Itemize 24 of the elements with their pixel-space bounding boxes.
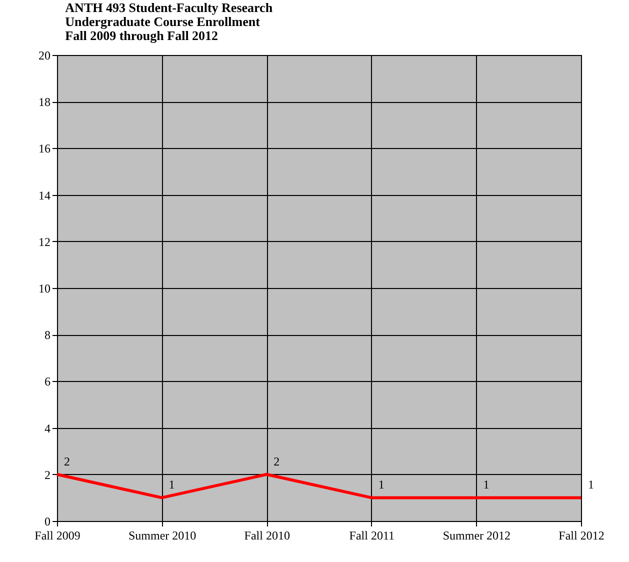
- data-label: 1: [378, 478, 384, 492]
- y-tick-label: 14: [38, 188, 50, 202]
- x-tick-label: Fall 2011: [349, 528, 395, 542]
- x-tick-label: Summer 2010: [128, 528, 196, 542]
- y-tick-label: 2: [44, 468, 50, 482]
- data-label: 1: [588, 478, 594, 492]
- x-tick-label: Fall 2009: [34, 528, 80, 542]
- y-tick-label: 10: [38, 282, 50, 296]
- y-tick-label: 6: [44, 374, 50, 389]
- y-tick-label: 20: [38, 48, 50, 62]
- data-label: 1: [483, 478, 490, 492]
- y-tick-label: 0: [44, 514, 50, 528]
- y-tick-label: 4: [44, 421, 50, 436]
- x-tick-label: Fall 2012: [558, 528, 604, 542]
- chart-title: ANTH 493 Student-Faculty Research Undergraduate Course Enrollment Fall 2009 through Fall 2012: [65, 0, 274, 43]
- x-tick-label: Summer 2012: [442, 528, 511, 542]
- y-tick-label: 8: [44, 328, 50, 342]
- x-tick-label: Fall 2010: [244, 528, 290, 542]
- y-tick-label: 18: [38, 95, 50, 110]
- data-label: 2: [274, 454, 280, 468]
- y-tick-label: 12: [38, 234, 50, 249]
- data-label: 1: [168, 478, 175, 492]
- y-tick-label: 16: [38, 142, 50, 156]
- data-label: 2: [64, 454, 70, 468]
